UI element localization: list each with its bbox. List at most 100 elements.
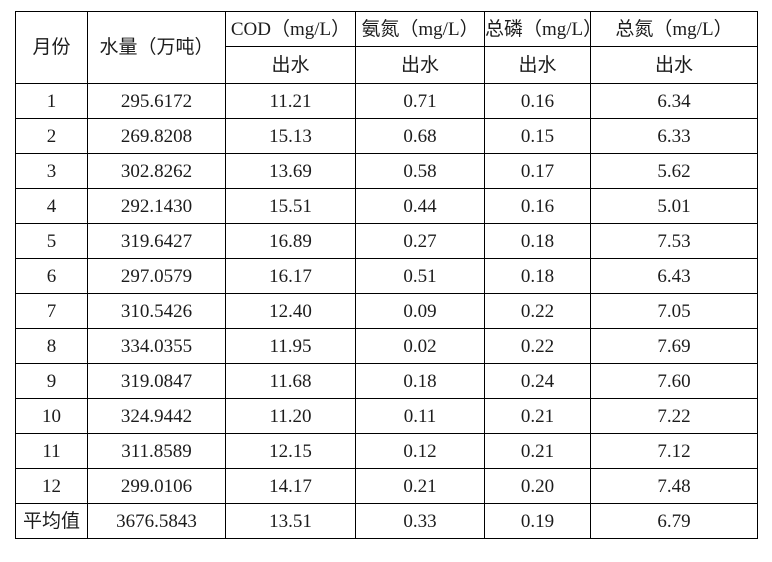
cell-cod: 11.68 xyxy=(225,363,356,399)
cell-ammonia: 0.11 xyxy=(355,398,485,434)
cell-ammonia: 0.09 xyxy=(355,293,485,329)
cell-tp: 0.16 xyxy=(484,188,591,224)
header-effluent-ammonia: 出水 xyxy=(355,46,485,84)
cell-ammonia: 0.51 xyxy=(355,258,485,294)
cell-cod: 14.17 xyxy=(225,468,356,504)
header-effluent-tn: 出水 xyxy=(590,46,758,84)
table-row: 8 334.0355 11.95 0.02 0.22 7.69 xyxy=(15,328,758,364)
cell-volume: 319.6427 xyxy=(87,223,226,259)
cell-month: 11 xyxy=(15,433,88,469)
cell-tn: 5.62 xyxy=(590,153,758,189)
cell-cod: 13.51 xyxy=(225,503,356,539)
cell-tp: 0.18 xyxy=(484,223,591,259)
cell-ammonia: 0.33 xyxy=(355,503,485,539)
cell-month: 平均值 xyxy=(15,503,88,539)
cell-month: 5 xyxy=(15,223,88,259)
cell-tp: 0.16 xyxy=(484,83,591,119)
cell-volume: 310.5426 xyxy=(87,293,226,329)
cell-tn: 5.01 xyxy=(590,188,758,224)
cell-volume: 319.0847 xyxy=(87,363,226,399)
cell-volume: 269.8208 xyxy=(87,118,226,154)
cell-tn: 7.12 xyxy=(590,433,758,469)
cell-ammonia: 0.44 xyxy=(355,188,485,224)
cell-cod: 15.51 xyxy=(225,188,356,224)
cell-tn: 7.69 xyxy=(590,328,758,364)
cell-cod: 16.17 xyxy=(225,258,356,294)
cell-month: 1 xyxy=(15,83,88,119)
table-row: 9 319.0847 11.68 0.18 0.24 7.60 xyxy=(15,363,758,399)
table-row: 4 292.1430 15.51 0.44 0.16 5.01 xyxy=(15,188,758,224)
cell-month: 6 xyxy=(15,258,88,294)
cell-tn: 7.05 xyxy=(590,293,758,329)
cell-volume: 334.0355 xyxy=(87,328,226,364)
cell-tn: 7.60 xyxy=(590,363,758,399)
cell-tp: 0.24 xyxy=(484,363,591,399)
cell-tp: 0.21 xyxy=(484,398,591,434)
table-row: 11 311.8589 12.15 0.12 0.21 7.12 xyxy=(15,433,758,469)
cell-tn: 6.43 xyxy=(590,258,758,294)
cell-volume: 299.0106 xyxy=(87,468,226,504)
cell-cod: 11.20 xyxy=(225,398,356,434)
cell-month: 8 xyxy=(15,328,88,364)
header-ammonia: 氨氮（mg/L） xyxy=(355,11,485,47)
cell-tp: 0.22 xyxy=(484,293,591,329)
cell-month: 4 xyxy=(15,188,88,224)
cell-ammonia: 0.12 xyxy=(355,433,485,469)
table-row-average: 平均值 3676.5843 13.51 0.33 0.19 6.79 xyxy=(15,503,758,539)
cell-tn: 7.53 xyxy=(590,223,758,259)
table-row: 6 297.0579 16.17 0.51 0.18 6.43 xyxy=(15,258,758,294)
cell-ammonia: 0.27 xyxy=(355,223,485,259)
cell-ammonia: 0.18 xyxy=(355,363,485,399)
cell-tn: 6.79 xyxy=(590,503,758,539)
cell-month: 7 xyxy=(15,293,88,329)
header-total-nitrogen: 总氮（mg/L） xyxy=(590,11,758,47)
cell-cod: 15.13 xyxy=(225,118,356,154)
table-row: 3 302.8262 13.69 0.58 0.17 5.62 xyxy=(15,153,758,189)
cell-volume: 311.8589 xyxy=(87,433,226,469)
table-row: 5 319.6427 16.89 0.27 0.18 7.53 xyxy=(15,223,758,259)
header-total-phosphorus: 总磷（mg/L） xyxy=(484,11,591,47)
cell-cod: 11.21 xyxy=(225,83,356,119)
cell-month: 12 xyxy=(15,468,88,504)
cell-tn: 6.34 xyxy=(590,83,758,119)
cell-volume: 3676.5843 xyxy=(87,503,226,539)
cell-tp: 0.20 xyxy=(484,468,591,504)
table-row: 12 299.0106 14.17 0.21 0.20 7.48 xyxy=(15,468,758,504)
header-row-bottom: 出水 出水 出水 出水 xyxy=(16,46,758,84)
cell-cod: 16.89 xyxy=(225,223,356,259)
cell-ammonia: 0.58 xyxy=(355,153,485,189)
cell-tp: 0.21 xyxy=(484,433,591,469)
cell-volume: 302.8262 xyxy=(87,153,226,189)
header-row-top: 月份 水量（万吨） COD（mg/L） 氨氮（mg/L） 总磷（mg/L） 总氮… xyxy=(15,11,758,84)
table-row: 2 269.8208 15.13 0.68 0.15 6.33 xyxy=(15,118,758,154)
header-effluent-cod: 出水 xyxy=(225,46,356,84)
cell-tp: 0.15 xyxy=(484,118,591,154)
cell-cod: 12.40 xyxy=(225,293,356,329)
cell-cod: 12.15 xyxy=(225,433,356,469)
cell-month: 9 xyxy=(15,363,88,399)
cell-month: 2 xyxy=(15,118,88,154)
cell-ammonia: 0.68 xyxy=(355,118,485,154)
cell-ammonia: 0.71 xyxy=(355,83,485,119)
cell-month: 10 xyxy=(15,398,88,434)
cell-cod: 13.69 xyxy=(225,153,356,189)
cell-tp: 0.17 xyxy=(484,153,591,189)
cell-tp: 0.19 xyxy=(484,503,591,539)
table-row: 1 295.6172 11.21 0.71 0.16 6.34 xyxy=(15,83,758,119)
header-volume: 水量（万吨） xyxy=(87,11,226,84)
cell-volume: 324.9442 xyxy=(87,398,226,434)
cell-month: 3 xyxy=(15,153,88,189)
cell-tn: 7.48 xyxy=(590,468,758,504)
header-cod: COD（mg/L） xyxy=(225,11,356,47)
table-row: 10 324.9442 11.20 0.11 0.21 7.22 xyxy=(15,398,758,434)
cell-tp: 0.22 xyxy=(484,328,591,364)
header-month: 月份 xyxy=(15,11,88,84)
cell-tn: 7.22 xyxy=(590,398,758,434)
water-quality-table: 月份 水量（万吨） COD（mg/L） 氨氮（mg/L） 总磷（mg/L） 总氮… xyxy=(15,11,758,539)
cell-volume: 297.0579 xyxy=(87,258,226,294)
cell-volume: 292.1430 xyxy=(87,188,226,224)
cell-tn: 6.33 xyxy=(590,118,758,154)
cell-ammonia: 0.21 xyxy=(355,468,485,504)
cell-volume: 295.6172 xyxy=(87,83,226,119)
